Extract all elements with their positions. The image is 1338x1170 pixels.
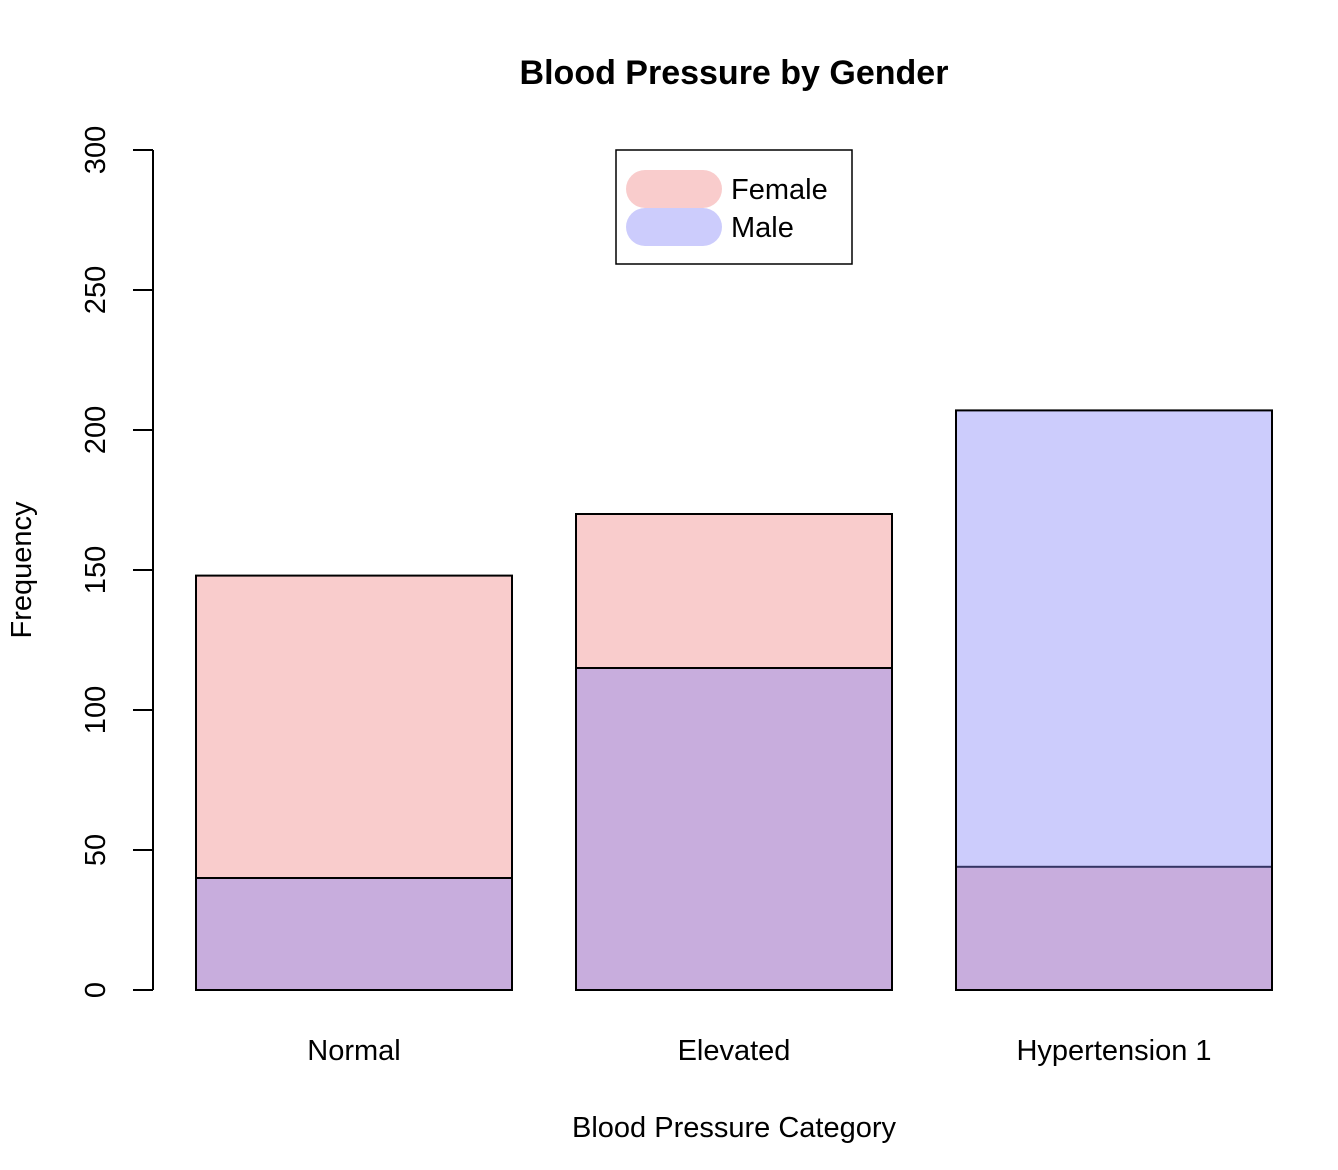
y-tick-label-50: 50 [80, 834, 112, 866]
bar-female-normal [195, 574, 513, 991]
plot-area [195, 409, 1273, 991]
legend-box [615, 149, 853, 265]
bar-male-elevated [575, 667, 893, 991]
bar-male-hypertension-1 [955, 409, 1273, 991]
x-tick-label-hypertension-1: Hypertension 1 [1016, 1035, 1211, 1067]
y-tick-label-200: 200 [80, 406, 112, 454]
x-tick-label-normal: Normal [307, 1035, 400, 1067]
y-tick-label-0: 0 [80, 982, 112, 998]
y-tick-label-250: 250 [80, 266, 112, 314]
x-tick-label-elevated: Elevated [678, 1035, 791, 1067]
x-axis: Normal Elevated Hypertension 1 [307, 1035, 1211, 1067]
legend: Female Male [615, 149, 853, 265]
chart-title: Blood Pressure by Gender [520, 54, 949, 92]
y-tick-label-300: 300 [80, 126, 112, 174]
legend-label-female: Female [731, 174, 828, 206]
bar-female-elevated [575, 513, 893, 991]
legend-label-male: Male [731, 212, 794, 244]
y-tick-label-100: 100 [80, 686, 112, 734]
bar-male-normal [195, 877, 513, 991]
y-tick-label-150: 150 [80, 546, 112, 594]
y-axis: 0 50 100 150 200 250 300 [80, 126, 154, 998]
x-axis-title: Blood Pressure Category [572, 1112, 896, 1144]
y-axis-title: Frequency [6, 501, 38, 639]
bar-female-hypertension-1 [955, 865, 1273, 991]
